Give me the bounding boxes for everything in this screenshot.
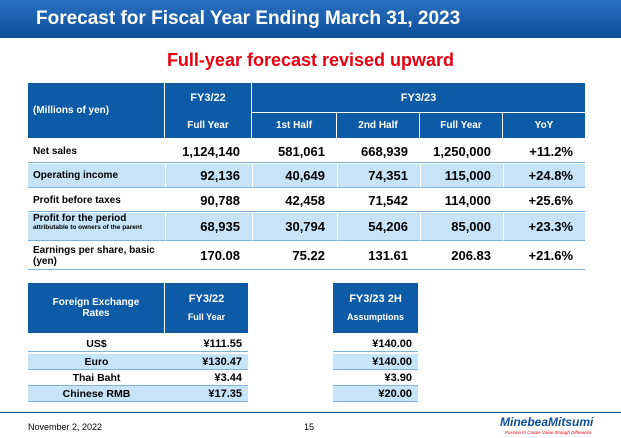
group-header: FY3/23 (252, 83, 585, 113)
logo: MinebeaMitsumi (500, 415, 594, 429)
cell-value: 668,939 (337, 140, 420, 163)
cell-value: 42,458 (252, 189, 337, 212)
assumption-value: ¥140.00 (333, 336, 418, 352)
row-note: attributable to owners of the parent (33, 224, 143, 231)
title-bar (0, 0, 621, 38)
assumption-value: ¥140.00 (333, 354, 418, 370)
column-header: Full Year (420, 113, 503, 138)
cell-value: 90,788 (165, 189, 252, 212)
cell-value: 114,000 (420, 189, 503, 212)
cell-value: 30,794 (252, 213, 337, 241)
fx-value: ¥17.35 (165, 386, 248, 402)
cell-value: +23.3% (503, 213, 585, 241)
row-label: Earnings per share, basic (yen) (28, 242, 165, 270)
cell-value: 71,542 (337, 189, 420, 212)
cell-value: 54,206 (337, 213, 420, 241)
cell-value: 1,124,140 (165, 140, 252, 163)
cell-value: 85,000 (420, 213, 503, 241)
fx-label: Chinese RMB (28, 386, 165, 402)
fx-column-subtitle: Full Year (165, 308, 248, 326)
cell-value: 581,061 (252, 140, 337, 163)
cell-value: 206.83 (420, 242, 503, 270)
fx-label: Euro (28, 354, 165, 370)
fx-value: ¥130.47 (165, 354, 248, 370)
group-header: FY3/22 (165, 83, 252, 113)
cell-value: +24.8% (503, 164, 585, 188)
cell-value: 1,250,000 (420, 140, 503, 163)
column-header: Full Year (165, 113, 252, 138)
column-header: YoY (503, 113, 585, 138)
column-header: 1st Half (252, 113, 337, 138)
cell-value: +21.6% (503, 242, 585, 270)
unit-label: (Millions of yen) (28, 83, 165, 138)
assumption-subtitle: Assumptions (333, 308, 418, 326)
row-label: Profit before taxes (28, 189, 165, 212)
assumption-title: FY3/23 2H (333, 290, 418, 308)
fx-value: ¥3.44 (165, 370, 248, 386)
row-label: Operating income (28, 164, 165, 188)
fx-column-title: FY3/22 (165, 290, 248, 308)
cell-value: +25.6% (503, 189, 585, 212)
row-label: Profit for the period attributable to own… (28, 213, 165, 241)
fx-label: Thai Baht (28, 370, 165, 386)
footer-date: November 2, 2022 (28, 422, 103, 432)
cell-value: 115,000 (420, 164, 503, 188)
cell-value: +11.2% (503, 140, 585, 163)
fx-header: Foreign Exchange Rates (28, 283, 165, 333)
cell-value: 75.22 (252, 242, 337, 270)
page-number: 15 (304, 422, 315, 432)
assumption-value: ¥20.00 (333, 386, 418, 402)
row-label: Net sales (28, 140, 165, 163)
fx-label: US$ (28, 336, 165, 352)
cell-value: 131.61 (337, 242, 420, 270)
cell-value: 40,649 (252, 164, 337, 188)
title: Forecast for Fiscal Year Ending March 31… (36, 8, 461, 29)
tagline: Passion to Create Value through Differen… (505, 430, 592, 435)
column-header: 2nd Half (337, 113, 420, 138)
fx-value: ¥111.55 (165, 336, 248, 352)
subtitle: Full-year forecast revised upward (166, 50, 455, 70)
cell-value: 170.08 (165, 242, 252, 270)
row-label: Profit for the period (33, 213, 127, 224)
assumption-value: ¥3.90 (333, 370, 418, 386)
footer-rule (0, 412, 621, 413)
cell-value: 92,136 (165, 164, 252, 188)
cell-value: 68,935 (165, 213, 252, 241)
cell-value: 74,351 (337, 164, 420, 188)
